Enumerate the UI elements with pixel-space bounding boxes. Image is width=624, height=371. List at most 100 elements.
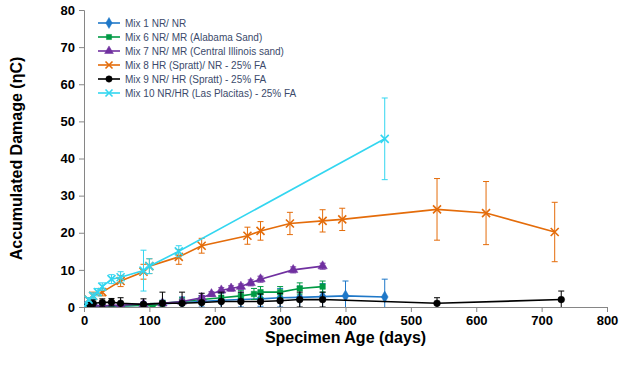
legend-item: Mix 7 NR/ MR (Central Illinois sand) [98,46,284,57]
tick: 800 [597,307,619,328]
error-bar [320,292,326,307]
error-bar [558,291,564,307]
error-bar-line [146,259,152,274]
error-bar [434,298,440,307]
legend-marker [106,17,112,28]
point [381,135,389,143]
point [140,301,147,307]
legend-marker [106,76,112,82]
tick: 20 [61,225,84,240]
error-bar [382,279,388,307]
error-bar-line [159,292,165,307]
legend-label: Mix 9 NR/ HR (Spratt) - 25% FA [125,74,266,85]
point [238,298,245,305]
x-axis: 0100200300400500600700800 [81,307,618,328]
error-bar [90,300,96,307]
legend-label: Mix 6 NR/ MR (Alabama Sand) [125,32,262,43]
tick-mark [79,233,84,234]
series [84,279,388,307]
tick-label: 40 [61,151,75,166]
tick-label: 300 [270,313,292,328]
error-bar-line [251,288,257,299]
error-bar [99,283,105,290]
error-bar-line [320,281,326,292]
tick-label: 800 [597,313,619,328]
point [179,300,186,307]
point [297,286,302,291]
point [140,299,147,307]
legend-label: Mix 8 HR (Spratt)/ NR - 25% FA [125,60,266,71]
point [246,277,255,285]
point [338,215,346,223]
legend-label: Mix 10 NR/HR (Las Placitas) - 25% FA [125,88,296,99]
tick-mark [607,307,608,312]
tick-label: 500 [401,313,423,328]
series [84,98,389,307]
error-bar-line [382,279,388,307]
tick-mark [79,84,84,85]
tick: 60 [61,77,84,92]
point [84,303,88,307]
error-bar-line [320,284,326,307]
tick: 30 [61,188,84,203]
error-bar [343,281,349,307]
error-bar [297,286,303,307]
point [558,296,565,303]
x-axis-title: Specimen Age (days) [265,329,426,346]
series-group [84,98,565,307]
series-line [84,209,555,307]
tick-label: 70 [61,40,75,55]
legend-marker [105,46,114,54]
series-line [84,139,385,307]
error-bar [199,293,205,307]
plot-area: 0100200300400500600700800010203040506070… [61,3,619,329]
error-bar [297,292,303,307]
legend-label: Mix 1 NR/ NR [125,18,186,29]
tick-label: 100 [139,313,161,328]
legend-item: Mix 1 NR/ NR [98,17,186,28]
error-bar [218,292,224,307]
point [296,296,303,303]
error-bar [251,288,257,299]
error-bar-line [176,246,182,257]
tick-mark [79,159,84,160]
point [236,281,245,289]
error-bar [159,292,165,307]
error-bar-line [108,298,114,305]
legend-marker [106,34,111,39]
tick-mark [542,307,543,312]
error-bar [176,246,182,257]
error-bar-line [343,281,349,307]
y-axis: 01020304050607080 [61,3,85,315]
tick-label: 700 [531,313,553,328]
error-bar-line [179,292,185,307]
point [175,247,183,255]
error-bar-line [199,293,205,307]
tick-mark [476,307,477,312]
point [207,289,216,297]
tick-mark [149,307,150,312]
point [108,299,115,306]
legend-item: Mix 6 NR/ MR (Alabama Sand) [98,32,262,43]
point [139,267,147,275]
error-bar-line [90,300,96,307]
error-bar-line [140,299,146,307]
point [117,300,124,307]
tick-mark [280,307,281,312]
point [117,300,124,307]
error-bar [159,300,165,306]
error-bar [179,292,185,307]
error-bar-line [297,286,303,307]
point [243,232,251,240]
point [116,300,125,307]
tick-mark [79,47,84,48]
point [257,298,264,305]
error-bar-line [320,292,326,307]
error-bar-line [99,283,105,290]
tick-label: 400 [335,313,357,328]
point [218,298,225,305]
point [145,262,153,270]
error-bar [277,288,283,307]
error-bar-line [434,298,440,307]
tick-mark [79,10,84,11]
